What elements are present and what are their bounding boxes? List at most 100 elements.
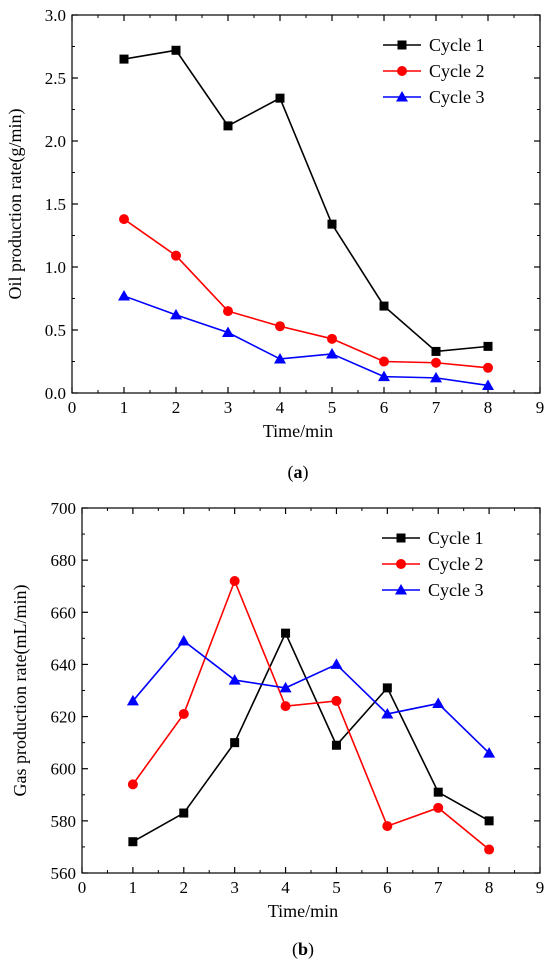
data-point <box>223 121 233 131</box>
x-axis-title: Time/min <box>268 901 338 921</box>
data-point <box>484 816 494 826</box>
data-point <box>171 250 181 261</box>
y-tick-label: 0.5 <box>45 321 66 340</box>
data-point <box>326 347 338 359</box>
panel-label: (a) <box>288 462 309 483</box>
x-tick-label: 8 <box>484 398 493 417</box>
data-point <box>281 628 291 638</box>
series-cycle-1 <box>128 628 494 847</box>
data-point <box>382 821 393 832</box>
data-point <box>431 346 441 356</box>
legend: Cycle 1 Cycle 2 Cycle 3 <box>382 528 484 600</box>
x-tick-label: 0 <box>68 398 77 417</box>
data-point <box>177 634 190 646</box>
series-line <box>132 578 490 851</box>
data-point <box>179 808 189 818</box>
data-point <box>483 341 493 351</box>
data-point <box>331 740 341 750</box>
legend-label: Cycle 3 <box>429 87 485 107</box>
data-point <box>482 379 494 390</box>
y-tick-label: 3.0 <box>45 6 66 25</box>
panel-label: (b) <box>292 939 314 960</box>
data-point <box>229 576 240 586</box>
y-tick-label: 600 <box>51 760 77 779</box>
legend-label: Cycle 1 <box>428 528 484 548</box>
y-tick-label: 560 <box>51 864 77 883</box>
x-tick-label: 7 <box>432 398 441 417</box>
y-axis-title: Oil production rate(g/min) <box>5 109 26 300</box>
data-point <box>280 701 291 712</box>
legend-marker <box>396 91 408 102</box>
series-line <box>123 295 489 387</box>
data-point <box>431 357 441 368</box>
chart-b: 0 1 2 3 4 5 6 7 8 9 560 580 600 620 640 660 680 700 Time/m… <box>10 499 544 960</box>
data-point <box>483 362 493 373</box>
y-tick-label: 1.0 <box>45 258 66 277</box>
legend-label: Cycle 1 <box>429 35 485 55</box>
data-point <box>275 321 285 332</box>
data-point <box>331 695 342 706</box>
x-tick-label: 1 <box>120 398 129 417</box>
x-tick-label: 3 <box>230 878 239 897</box>
chart-a: 0 1 2 3 4 5 6 7 8 9 0.0 0.5 1.0 1.5 2.0 2.5 3.0 Time/min O… <box>5 6 544 483</box>
data-point <box>228 674 241 685</box>
x-tick-label: 2 <box>172 398 181 417</box>
y-tick-label: 1.5 <box>45 195 66 214</box>
x-tick-label: 2 <box>180 878 189 897</box>
x-tick-label: 4 <box>281 878 290 897</box>
data-point <box>119 54 129 64</box>
data-point <box>433 787 443 797</box>
data-point <box>378 370 390 382</box>
series-cycle-1 <box>119 45 493 356</box>
x-tick-label: 9 <box>536 878 545 897</box>
data-point <box>433 802 444 813</box>
data-point <box>379 356 389 367</box>
y-tick-label: 2.0 <box>45 132 66 151</box>
x-tick-label: 5 <box>328 398 337 417</box>
legend: Cycle 1 Cycle 2 Cycle 3 <box>383 35 485 107</box>
y-tick-label: 620 <box>51 708 77 727</box>
y-tick-label: 660 <box>51 603 77 622</box>
data-point <box>327 333 337 344</box>
data-point <box>223 306 233 317</box>
data-point <box>118 289 130 301</box>
x-tick-label: 0 <box>78 878 87 897</box>
x-tick-label: 8 <box>485 878 494 897</box>
data-point <box>483 747 496 758</box>
data-point <box>379 301 389 311</box>
data-point <box>171 45 181 55</box>
data-point <box>484 844 495 855</box>
data-point <box>128 837 138 847</box>
legend-label: Cycle 2 <box>428 554 484 574</box>
series-cycle-2 <box>119 214 493 373</box>
x-tick-label: 6 <box>383 878 392 897</box>
x-tick-label: 7 <box>434 878 443 897</box>
series-cycle-2 <box>127 576 495 855</box>
series-cycle-3 <box>126 634 496 758</box>
data-point <box>275 93 285 103</box>
data-point <box>382 683 392 693</box>
x-tick-label: 6 <box>380 398 389 417</box>
legend-marker <box>397 40 407 50</box>
data-point <box>127 779 138 790</box>
data-point <box>330 658 343 669</box>
y-tick-label: 640 <box>51 655 77 674</box>
x-tick-label: 4 <box>276 398 285 417</box>
legend-marker <box>396 533 406 543</box>
legend-marker <box>396 559 406 569</box>
legend-marker <box>395 584 407 595</box>
x-tick-label: 1 <box>129 878 138 897</box>
x-tick-label: 9 <box>536 398 545 417</box>
data-point <box>327 219 337 229</box>
x-axis-title: Time/min <box>263 421 333 441</box>
y-tick-label: 580 <box>51 812 77 831</box>
data-point <box>430 371 442 383</box>
x-tick-label: 5 <box>332 878 341 897</box>
legend-label: Cycle 3 <box>428 580 484 600</box>
y-axis-title: Gas production rate(mL/min) <box>10 585 31 797</box>
data-point <box>432 697 445 709</box>
data-point <box>178 708 189 719</box>
series-cycle-3 <box>118 289 494 390</box>
data-point <box>274 352 286 364</box>
